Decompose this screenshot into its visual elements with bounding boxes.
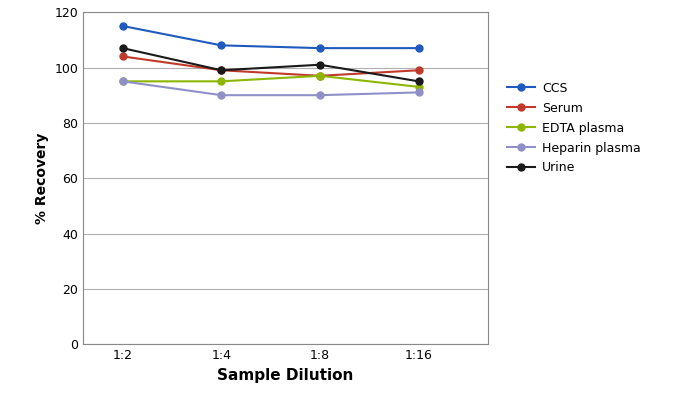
CCS [316,46,324,51]
Line: Heparin plasma: Heparin plasma [119,78,422,99]
Line: Serum: Serum [119,53,422,79]
Serum [414,68,423,73]
CCS [119,23,127,28]
Serum [316,73,324,78]
Heparin plasma [217,93,226,98]
X-axis label: Sample Dilution: Sample Dilution [217,368,354,383]
Heparin plasma [316,93,324,98]
Legend: CCS, Serum, EDTA plasma, Heparin plasma, Urine: CCS, Serum, EDTA plasma, Heparin plasma,… [503,78,645,178]
Line: Urine: Urine [119,45,422,85]
EDTA plasma [414,85,423,90]
Urine [414,79,423,84]
Serum [217,68,226,73]
CCS [414,46,423,51]
Urine [217,68,226,73]
Y-axis label: % Recovery: % Recovery [35,132,49,224]
Urine [119,46,127,51]
Serum [119,54,127,59]
EDTA plasma [217,79,226,84]
Heparin plasma [119,79,127,84]
CCS [217,43,226,48]
Line: EDTA plasma: EDTA plasma [119,72,422,90]
Heparin plasma [414,90,423,95]
Line: CCS: CCS [119,23,422,51]
Urine [316,62,324,67]
EDTA plasma [119,79,127,84]
EDTA plasma [316,73,324,78]
